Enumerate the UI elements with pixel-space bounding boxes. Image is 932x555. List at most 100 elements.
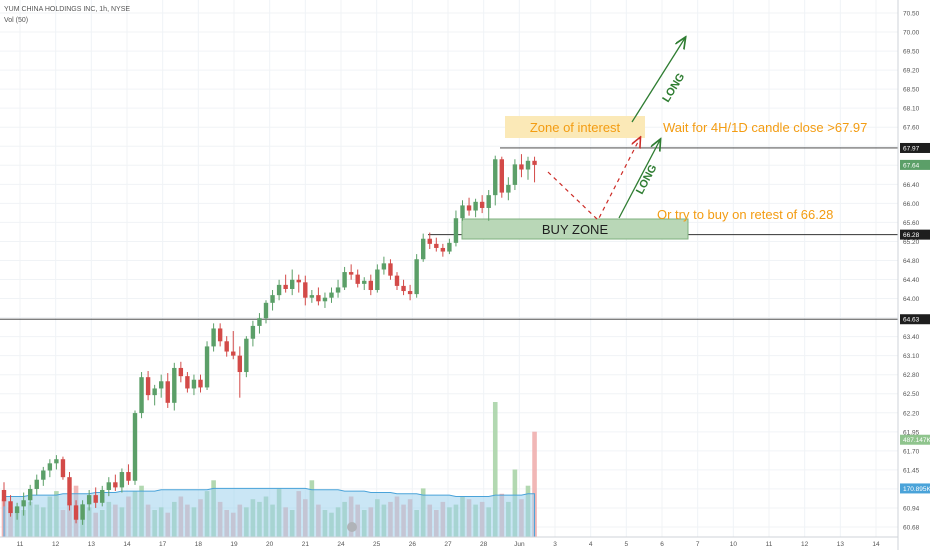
price-tick-label: 65.20 (903, 239, 920, 246)
candle-body (244, 338, 249, 373)
candle-body (434, 243, 439, 248)
candle-body (466, 205, 472, 211)
candle-body (362, 280, 367, 284)
candle-body (185, 376, 190, 389)
time-tick-label: 10 (730, 541, 738, 548)
time-tick-label: 27 (444, 541, 452, 548)
candle-body (145, 377, 151, 396)
time-tick-label: 11 (17, 541, 24, 548)
price-label-text: 170.895K (903, 486, 931, 493)
retest-label: Or try to buy on retest of 66.28 (657, 207, 833, 222)
candle-body (283, 284, 288, 289)
candle-body (106, 482, 111, 490)
price-tick-label: 66.40 (903, 182, 920, 189)
candle-body (250, 325, 256, 339)
long-lower-label: LONG (634, 163, 660, 197)
buy-zone-label: BUY ZONE (542, 222, 609, 237)
candle-body (224, 341, 229, 352)
long-upper-label: LONG (660, 71, 687, 104)
candle-body (532, 160, 537, 165)
price-tick-label: 68.50 (903, 87, 920, 94)
candle-body (211, 328, 216, 347)
candle-body (14, 506, 20, 514)
candle-body (178, 367, 184, 377)
time-tick-label: 5 (625, 541, 629, 548)
candle-body (276, 284, 282, 296)
candle-body (21, 500, 26, 507)
price-tick-label: 64.00 (903, 296, 920, 303)
horizontal-levels (0, 147, 898, 320)
candle-body (381, 263, 387, 270)
candle-body (217, 328, 223, 342)
candle-body (270, 295, 275, 303)
symbol-title: YUM CHINA HOLDINGS INC, 1h, NYSE (4, 6, 130, 13)
price-tick-label: 66.00 (903, 201, 920, 208)
price-tick-label: 60.94 (903, 505, 920, 512)
time-tick-label: 13 (837, 541, 845, 548)
candle-body (447, 242, 452, 252)
time-tick-label: 12 (801, 541, 809, 548)
time-tick-label: 12 (52, 541, 60, 548)
candle-body (152, 388, 157, 396)
candle-body (525, 160, 531, 170)
retest-path-dashed (547, 138, 640, 221)
zone-of-interest-label: Zone of interest (530, 120, 621, 135)
candle-body (342, 272, 347, 288)
price-tick-label: 70.50 (903, 11, 920, 18)
time-tick-label: 18 (195, 541, 203, 548)
time-tick-label: 17 (159, 541, 167, 548)
candle-body (60, 459, 66, 478)
time-tick-label: 7 (696, 541, 700, 548)
price-tick-label: 68.10 (903, 106, 920, 113)
candle-body (309, 295, 315, 298)
price-tick-label: 61.95 (903, 429, 920, 436)
candle-body (388, 263, 393, 276)
price-tick-label: 70.00 (903, 30, 920, 37)
candle-body (165, 381, 170, 403)
time-tick-label: 14 (872, 541, 880, 548)
candle-body (473, 201, 478, 211)
price-label-box (900, 483, 930, 494)
price-tick-label: 62.80 (903, 372, 920, 379)
candles (1, 154, 537, 525)
candle-body (303, 282, 308, 298)
candle-body (401, 285, 406, 292)
candle-body (394, 275, 400, 286)
candle-body (427, 238, 432, 244)
long-arrow-lower (618, 140, 660, 219)
candle-body (113, 482, 118, 488)
candle-body (263, 302, 269, 319)
long-arrow-upper (631, 38, 685, 123)
time-tick-label: 26 (409, 541, 417, 548)
candle-body (191, 379, 197, 389)
candle-body (47, 463, 53, 471)
price-tick-label: 65.60 (903, 220, 920, 227)
price-tick-label: 61.70 (903, 448, 920, 455)
price-tick-label: 64.40 (903, 277, 920, 284)
candle-body (198, 379, 203, 388)
price-tick-label: 62.20 (903, 410, 920, 417)
candle-body (460, 205, 465, 219)
candle-body (335, 287, 341, 293)
time-tick-label: 4 (589, 541, 593, 548)
volume-title: Vol (50) (4, 17, 28, 24)
candle-body (421, 238, 426, 260)
price-label-box (900, 142, 930, 153)
candle-body (1, 489, 7, 502)
wait-label: Wait for 4H/1D candle close >67.97 (663, 120, 867, 135)
volume-bar (492, 402, 498, 537)
candle-body (93, 495, 98, 503)
replay-marker[interactable] (347, 522, 357, 532)
time-tick-label: 6 (660, 541, 664, 548)
candle-body (119, 472, 125, 488)
price-tick-label: 60.68 (903, 525, 920, 532)
candle-body (499, 159, 504, 193)
time-tick-label: 20 (266, 541, 274, 548)
candle-body (86, 495, 92, 505)
price-tick-label: 63.40 (903, 334, 920, 341)
price-label-text: 67.97 (903, 145, 920, 152)
candle-body (479, 201, 485, 208)
candle-body (407, 291, 413, 295)
candle-body (414, 259, 419, 295)
